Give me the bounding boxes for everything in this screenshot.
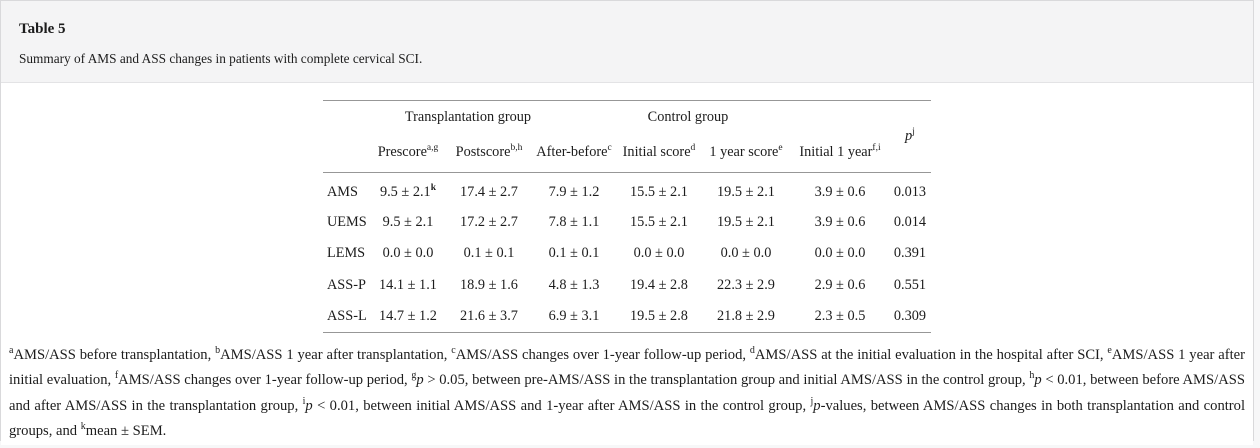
- table-cell: 0.0 ± 0.0: [720, 245, 772, 262]
- table-cell: 9.5 ± 2.1: [382, 213, 434, 230]
- table-row-ass-l: ASS-L 14.7 ± 1.2 21.6 ± 3.7 6.9 ± 3.1 19.5 ±…: [322, 301, 931, 333]
- corner-blank-cell: [322, 100, 369, 134]
- p-label: p: [905, 128, 913, 144]
- column-superscript: b,h: [510, 143, 523, 154]
- table-cell: 19.4 ± 2.8: [630, 276, 688, 293]
- table-cell: 7.8 ± 1.1: [548, 213, 600, 230]
- table-caption-strip: Table 5 Summary of AMS and ASS changes i…: [1, 1, 1253, 83]
- table-cell: 18.9 ± 1.6: [460, 276, 518, 293]
- column-header-p: pj: [889, 100, 931, 173]
- table-cell: 0.0 ± 0.0: [382, 245, 434, 262]
- table-cell: 3.9 ± 0.6: [814, 183, 866, 200]
- column-header-one-year-score: 1 year scoree: [700, 133, 791, 173]
- table-cell: 4.8 ± 1.3: [548, 276, 600, 293]
- row-label: LEMS: [326, 245, 366, 262]
- table-view-panel: Table 5 Summary of AMS and ASS changes i…: [0, 0, 1254, 441]
- column-superscript: d: [690, 143, 696, 154]
- footnotes-paragraph: aAMS/ASS before transplantation, bAMS/AS…: [9, 345, 1246, 440]
- table-cell: 0.309: [889, 301, 931, 333]
- footnote-italic-p: p: [305, 397, 313, 414]
- table-cell: 0.551: [893, 276, 927, 293]
- table-cell: 17.2 ± 2.7: [460, 213, 518, 230]
- table-row-ass-p: ASS-P 14.1 ± 1.1 18.9 ± 1.6 4.8 ± 1.3 19.4 ±…: [323, 270, 931, 302]
- table-cell: 19.5 ± 2.8: [616, 301, 701, 333]
- table-cell: 17.4 ± 2.7: [460, 183, 518, 200]
- footnote-marker: c: [451, 345, 456, 357]
- row-label: AMS: [326, 183, 358, 200]
- column-superscript: c: [607, 143, 612, 154]
- table-cell: 6.9 ± 3.1: [530, 301, 617, 333]
- column-superscript: a,g: [426, 143, 439, 154]
- group-header-row: Transplantation group Control group pj: [322, 100, 931, 173]
- column-header-postscore: Postscoreb,h: [446, 133, 531, 173]
- table-cell: 14.1 ± 1.1: [379, 276, 437, 293]
- table-row-uems: UEMS 9.5 ± 2.1 17.2 ± 2.7 7.8 ± 1.1 15.5 ± 2…: [323, 207, 931, 239]
- row-label: ASS-P: [326, 276, 366, 293]
- column-superscript: f,i: [872, 143, 881, 154]
- table-cell: 3.9 ± 0.6: [814, 213, 866, 230]
- footnote-italic-p: p: [1034, 372, 1042, 389]
- column-header-initial-1-year: Initial 1 yearf,i: [790, 133, 889, 173]
- footnote-marker: d: [749, 345, 755, 357]
- table-body-area: Transplantation group Control group pj P…: [1, 83, 1253, 445]
- table-cell: 15.5 ± 2.1: [630, 183, 688, 200]
- column-header-row: Prescorea,g Postscoreb,h After-beforec Init…: [322, 133, 931, 173]
- footnote-marker: b: [215, 345, 221, 357]
- table-caption: Summary of AMS and ASS changes in patien…: [19, 51, 423, 66]
- footnote-marker: i: [302, 395, 306, 407]
- footnote-marker: h: [1029, 370, 1035, 382]
- footnote-marker: g: [411, 370, 417, 382]
- table-row-ams: AMS 9.5 ± 2.1k 17.4 ± 2.7 7.9 ± 1.2 15.5 ± 2…: [323, 173, 931, 207]
- footnote-marker: j: [810, 395, 814, 407]
- table-cell: 0.013: [893, 183, 927, 200]
- table-cell: 19.5 ± 2.1: [717, 213, 775, 230]
- cell-superscript: k: [430, 182, 436, 193]
- table-cell: 21.8 ± 2.9: [700, 301, 791, 333]
- column-header-prescore: Prescorea,g: [368, 133, 447, 173]
- table-cell: 2.9 ± 0.6: [814, 276, 866, 293]
- table-cell: 14.7 ± 1.2: [368, 301, 447, 333]
- p-superscript: j: [912, 127, 915, 138]
- table-cell: 21.6 ± 3.7: [446, 301, 531, 333]
- footnote-marker: e: [1107, 345, 1112, 357]
- table-cell: 19.5 ± 2.1: [717, 183, 775, 200]
- table-cell: 7.9 ± 1.2: [548, 183, 600, 200]
- table-cell: 0.014: [893, 213, 927, 230]
- group-header-transplantation: Transplantation group: [368, 100, 617, 134]
- table-cell: 15.5 ± 2.1: [630, 213, 688, 230]
- table-cell: 22.3 ± 2.9: [717, 276, 775, 293]
- table-cell: 0.1 ± 0.1: [463, 245, 515, 262]
- column-header-initial-score: Initial scored: [616, 133, 701, 173]
- footnote-italic-p: p: [813, 397, 821, 414]
- footnote-italic-p: p: [416, 372, 424, 389]
- table-row-lems: LEMS 0.0 ± 0.0 0.1 ± 0.1 0.1 ± 0.1 0.0 ± 0.0…: [323, 238, 931, 270]
- data-table: Transplantation group Control group pj P…: [322, 100, 931, 333]
- footnote-marker: k: [80, 421, 86, 433]
- column-superscript: e: [778, 143, 783, 154]
- table-cell: 0.0 ± 0.0: [633, 245, 685, 262]
- table-cell: 0.0 ± 0.0: [814, 245, 866, 262]
- table-cell: 0.1 ± 0.1: [548, 245, 600, 262]
- table-cell: 9.5 ± 2.1k: [379, 182, 436, 200]
- footnote-marker: f: [114, 370, 119, 382]
- row-label-blank-cell: [322, 133, 369, 173]
- row-label: ASS-L: [322, 301, 369, 333]
- table-cell: 0.391: [893, 245, 927, 262]
- column-header-after-before: After-beforec: [530, 133, 617, 173]
- table-label: Table 5: [19, 21, 66, 37]
- row-label: UEMS: [326, 213, 367, 230]
- group-header-control: Control group: [616, 100, 889, 134]
- table-cell: 2.3 ± 0.5: [790, 301, 889, 333]
- footnote-marker: a: [9, 345, 14, 357]
